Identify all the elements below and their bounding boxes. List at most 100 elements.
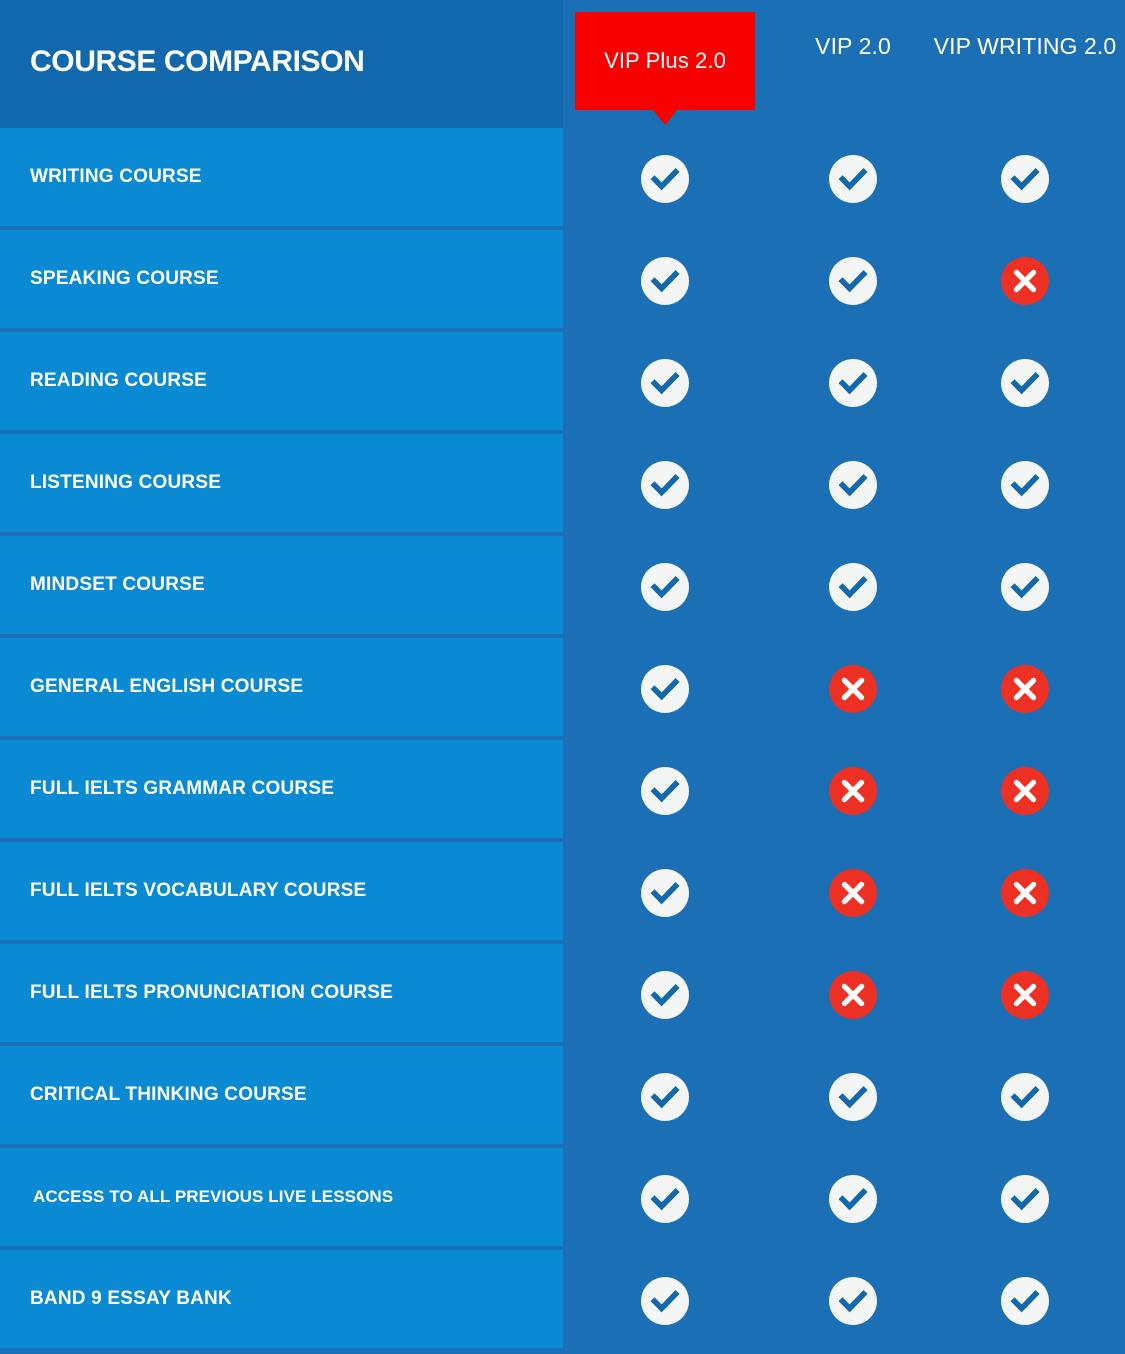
check-circle-icon — [641, 767, 689, 815]
row-label: FULL IELTS PRONUNCIATION COURSE — [30, 982, 393, 1003]
feature-cell — [930, 332, 1120, 434]
feature-cell — [575, 944, 755, 1046]
check-circle-icon — [641, 155, 689, 203]
cross-circle-icon — [829, 971, 877, 1019]
check-circle-icon — [641, 563, 689, 611]
table-row: CRITICAL THINKING COURSE — [0, 1046, 1125, 1148]
check-circle-icon — [1001, 1175, 1049, 1223]
column-header-2[interactable]: VIP 2.0 — [758, 0, 948, 128]
row-label-cell: FULL IELTS GRAMMAR COURSE — [0, 740, 563, 842]
row-label-cell: WRITING COURSE — [0, 128, 563, 230]
feature-cell — [575, 1046, 755, 1148]
feature-cell — [758, 434, 948, 536]
feature-cell — [930, 1148, 1120, 1250]
check-circle-icon — [641, 665, 689, 713]
check-circle-icon — [641, 971, 689, 1019]
feature-cell — [758, 944, 948, 1046]
feature-cell — [930, 536, 1120, 638]
column-header-label: VIP WRITING 2.0 — [933, 33, 1117, 59]
table-row: ACCESS TO ALL PREVIOUS LIVE LESSONS — [0, 1148, 1125, 1250]
row-label-cell: BAND 9 ESSAY BANK — [0, 1250, 563, 1352]
row-label: FULL IELTS GRAMMAR COURSE — [30, 778, 335, 799]
check-circle-icon — [641, 1175, 689, 1223]
feature-cell — [758, 536, 948, 638]
feature-cell — [930, 842, 1120, 944]
cross-circle-icon — [1001, 257, 1049, 305]
feature-cell — [758, 638, 948, 740]
cross-circle-icon — [1001, 665, 1049, 713]
cross-circle-icon — [829, 665, 877, 713]
table-row: LISTENING COURSE — [0, 434, 1125, 536]
check-circle-icon — [829, 1175, 877, 1223]
row-label-cell: READING COURSE — [0, 332, 563, 434]
check-circle-icon — [641, 359, 689, 407]
column-header-1[interactable]: VIP Plus 2.0 — [575, 12, 755, 125]
column-header-label: VIP 2.0 — [815, 33, 891, 59]
row-label: GENERAL ENGLISH COURSE — [30, 676, 304, 697]
title-band: COURSE COMPARISON — [0, 0, 563, 128]
row-label-cell: FULL IELTS PRONUNCIATION COURSE — [0, 944, 563, 1046]
table-row: FULL IELTS VOCABULARY COURSE — [0, 842, 1125, 944]
row-label: FULL IELTS VOCABULARY COURSE — [30, 880, 367, 901]
column-header-label: VIP Plus 2.0 — [604, 48, 726, 73]
feature-cell — [758, 128, 948, 230]
row-label: ACCESS TO ALL PREVIOUS LIVE LESSONS — [33, 1187, 394, 1206]
check-circle-icon — [641, 1277, 689, 1325]
check-circle-icon — [1001, 1073, 1049, 1121]
table-row: READING COURSE — [0, 332, 1125, 434]
feature-cell — [930, 230, 1120, 332]
row-label-cell: ACCESS TO ALL PREVIOUS LIVE LESSONS — [0, 1148, 563, 1250]
table-row: WRITING COURSE — [0, 128, 1125, 230]
cross-circle-icon — [829, 767, 877, 815]
row-label-cell: SPEAKING COURSE — [0, 230, 563, 332]
row-label: CRITICAL THINKING COURSE — [30, 1084, 307, 1105]
check-circle-icon — [641, 257, 689, 305]
row-label: SPEAKING COURSE — [30, 268, 219, 289]
feature-cell — [930, 1046, 1120, 1148]
page-title: COURSE COMPARISON — [30, 45, 365, 78]
feature-cell — [930, 638, 1120, 740]
feature-cell — [575, 740, 755, 842]
check-circle-icon — [829, 461, 877, 509]
check-circle-icon — [1001, 461, 1049, 509]
feature-cell — [758, 1250, 948, 1352]
check-circle-icon — [829, 1277, 877, 1325]
check-circle-icon — [1001, 155, 1049, 203]
row-label: WRITING COURSE — [30, 166, 202, 187]
row-label: LISTENING COURSE — [30, 472, 222, 493]
feature-cell — [575, 332, 755, 434]
feature-cell — [575, 536, 755, 638]
table-row: GENERAL ENGLISH COURSE — [0, 638, 1125, 740]
table-row: FULL IELTS GRAMMAR COURSE — [0, 740, 1125, 842]
table-row: MINDSET COURSE — [0, 536, 1125, 638]
cross-circle-icon — [1001, 869, 1049, 917]
check-circle-icon — [1001, 1277, 1049, 1325]
row-label-cell: MINDSET COURSE — [0, 536, 563, 638]
callout-pointer-icon — [652, 109, 678, 125]
feature-cell — [575, 638, 755, 740]
feature-cell — [575, 434, 755, 536]
check-circle-icon — [829, 1073, 877, 1121]
feature-cell — [575, 128, 755, 230]
feature-cell — [758, 1046, 948, 1148]
table-row: SPEAKING COURSE — [0, 230, 1125, 332]
check-circle-icon — [641, 869, 689, 917]
check-circle-icon — [1001, 563, 1049, 611]
feature-cell — [758, 842, 948, 944]
row-label: BAND 9 ESSAY BANK — [30, 1288, 232, 1309]
check-circle-icon — [641, 1073, 689, 1121]
table-row: FULL IELTS PRONUNCIATION COURSE — [0, 944, 1125, 1046]
row-label-cell: CRITICAL THINKING COURSE — [0, 1046, 563, 1148]
check-circle-icon — [829, 563, 877, 611]
row-label: MINDSET COURSE — [30, 574, 205, 595]
check-circle-icon — [829, 359, 877, 407]
feature-cell — [758, 1148, 948, 1250]
cross-circle-icon — [1001, 971, 1049, 1019]
cross-circle-icon — [1001, 767, 1049, 815]
feature-cell — [575, 842, 755, 944]
column-header-3[interactable]: VIP WRITING 2.0 — [930, 0, 1120, 128]
feature-cell — [575, 230, 755, 332]
feature-cell — [758, 230, 948, 332]
check-circle-icon — [641, 461, 689, 509]
